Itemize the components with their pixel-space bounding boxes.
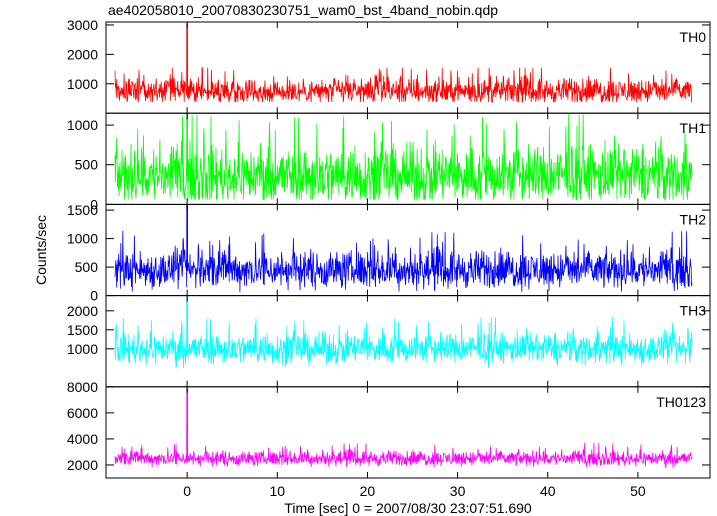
panel-label-TH0123: TH0123 (656, 394, 706, 410)
panel-label-TH1: TH1 (680, 120, 707, 136)
y-tick-label: 2000 (67, 303, 98, 319)
series-TH2 (114, 204, 693, 293)
series-TH3 (114, 295, 693, 369)
x-tick-label: 10 (269, 483, 285, 499)
panel-label-TH0: TH0 (680, 29, 707, 45)
y-tick-label: 8000 (67, 379, 98, 395)
y-tick-label: 1500 (67, 202, 98, 218)
y-tick-label: 1000 (67, 76, 98, 92)
y-tick-label: 1000 (67, 231, 98, 247)
y-tick-label: 500 (75, 157, 99, 173)
y-tick-label: 6000 (67, 405, 98, 421)
panel-label-TH2: TH2 (680, 211, 707, 227)
y-axis-label: Counts/sec (33, 215, 49, 285)
x-tick-label: 50 (630, 483, 646, 499)
x-axis-label: Time [sec] 0 = 2007/08/30 23:07:51.690 (284, 500, 532, 516)
chart-title: ae402058010_20070830230751_wam0_bst_4ban… (108, 2, 499, 18)
y-tick-label: 0 (90, 288, 98, 304)
panel-frame-TH0123 (105, 386, 711, 479)
x-tick-label: 0 (183, 483, 191, 499)
x-tick-label: 30 (450, 483, 466, 499)
x-tick-label: 40 (540, 483, 556, 499)
y-tick-label: 1500 (67, 322, 98, 338)
panel-frame-TH3 (105, 295, 711, 388)
panel-frame-TH2 (105, 203, 711, 297)
y-tick-label: 2000 (67, 457, 98, 473)
series-TH0123 (114, 388, 693, 468)
y-tick-label: 1000 (67, 341, 98, 357)
y-tick-label: 0 (90, 196, 98, 212)
panel-label-TH3: TH3 (680, 303, 707, 319)
x-tick-label: 20 (360, 483, 376, 499)
y-tick-label: 1000 (67, 117, 98, 133)
y-tick-label: 3000 (67, 17, 98, 33)
series-TH1 (114, 113, 693, 200)
y-tick-label: 4000 (67, 431, 98, 447)
y-tick-label: 500 (75, 259, 99, 275)
series-TH0 (114, 23, 692, 103)
y-tick-label: 2000 (67, 46, 98, 62)
